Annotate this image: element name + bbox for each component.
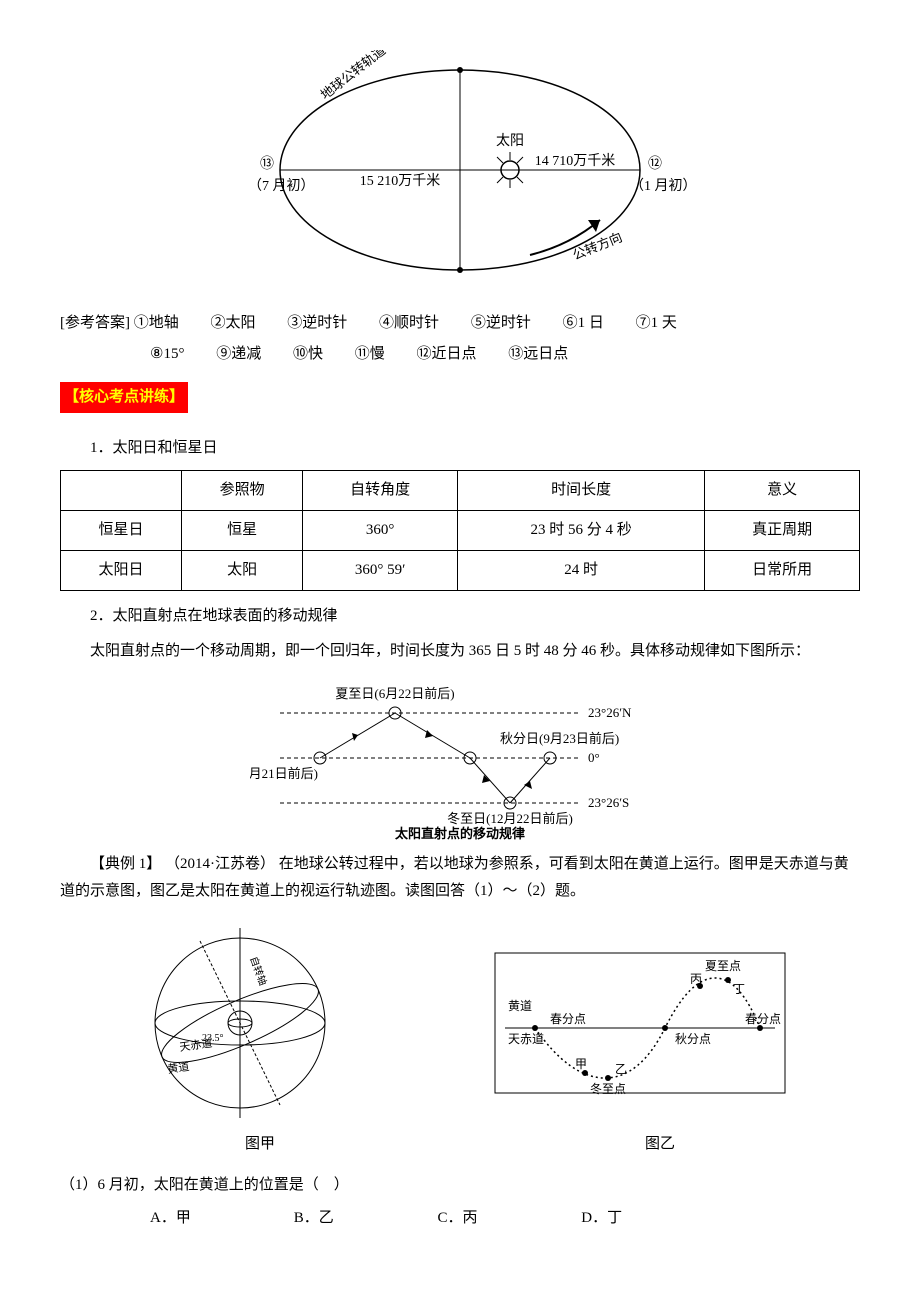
left-date: （7 月初） (248, 177, 315, 194)
sun-label: 太阳 (496, 133, 524, 149)
answers-label: [参考答案] (60, 310, 130, 337)
point1-title: 1．太阳日和恒星日 (90, 435, 860, 462)
figure-jia: 天赤道 黄道 自转轴 23.5° (130, 923, 350, 1123)
cell: 太阳 (182, 551, 303, 591)
opt-c: C．丙 (438, 1205, 578, 1232)
svg-text:冬至日(12月22日前后): 冬至日(12月22日前后) (447, 811, 573, 826)
th-0 (61, 471, 182, 511)
cell: 24 时 (457, 551, 704, 591)
th-1: 参照物 (182, 471, 303, 511)
ans-6: ⑥1 日 (563, 310, 604, 337)
svg-text:天赤道: 天赤道 (508, 1032, 544, 1046)
svg-text:甲: 甲 (575, 1057, 587, 1071)
cell: 真正周期 (705, 511, 860, 551)
svg-text:丙: 丙 (690, 972, 702, 986)
right-marker: ⑫ (648, 156, 662, 172)
ans-12: ⑫近日点 (417, 341, 477, 368)
orbit-label: 地球公转轨道 (318, 50, 389, 102)
example-para: 【典例 1】 （2014·江苏卷） 在地球公转过程中，若以地球为参照系，可看到太… (60, 851, 860, 905)
cell: 日常所用 (705, 551, 860, 591)
svg-text:丁: 丁 (733, 982, 745, 996)
example-source: （2014·江苏卷） (165, 856, 275, 872)
svg-text:黄道: 黄道 (508, 999, 532, 1013)
ans-11: ⑪慢 (355, 341, 385, 368)
cell: 360° (303, 511, 458, 551)
cell: 360° 59′ (303, 551, 458, 591)
svg-text:太阳直射点的移动规律: 太阳直射点的移动规律 (394, 826, 525, 841)
table-row: 太阳日 太阳 360° 59′ 24 时 日常所用 (61, 551, 860, 591)
svg-text:自转轴: 自转轴 (247, 955, 269, 988)
solar-direct-point-diagram: 夏至日(6月22日前后) 秋分日(9月23日前后) 春分日(3月21日前后) 冬… (250, 673, 670, 843)
left-distance: 15 210万千米 (360, 173, 441, 189)
svg-text:秋分点: 秋分点 (675, 1032, 711, 1046)
ans-5: ⑤逆时针 (471, 310, 531, 337)
svg-text:23°26′N: 23°26′N (588, 705, 632, 720)
svg-text:夏至日(6月22日前后): 夏至日(6月22日前后) (335, 686, 454, 701)
svg-text:春分日(3月21日前后): 春分日(3月21日前后) (250, 766, 318, 781)
ans-8: ⑧15° (150, 341, 184, 368)
earth-orbit-diagram: 太阳 15 210万千米 14 710万千米 地球公转轨道 ⑬ （7 月初） ⑫… (230, 50, 690, 290)
cell: 恒星 (182, 511, 303, 551)
opt-a: A．甲 (150, 1205, 290, 1232)
th-3: 时间长度 (457, 471, 704, 511)
opt-b: B．乙 (294, 1205, 434, 1232)
cell: 太阳日 (61, 551, 182, 591)
opt-d: D．丁 (581, 1205, 721, 1232)
point2-title: 2．太阳直射点在地球表面的移动规律 (90, 603, 860, 630)
ans-2: ②太阳 (211, 310, 256, 337)
fig-yi-caption: 图乙 (645, 1131, 675, 1158)
ans-4: ④顺时针 (379, 310, 439, 337)
solar-sidereal-table: 参照物 自转角度 时间长度 意义 恒星日 恒星 360° 23 时 56 分 4… (60, 470, 860, 591)
right-distance: 14 710万千米 (535, 153, 616, 169)
left-marker: ⑬ (260, 156, 274, 172)
svg-text:春分点: 春分点 (550, 1012, 586, 1026)
cell: 23 时 56 分 4 秒 (457, 511, 704, 551)
svg-text:23°26′S: 23°26′S (588, 795, 629, 810)
th-2: 自转角度 (303, 471, 458, 511)
svg-text:春分点: 春分点 (745, 1012, 781, 1026)
ans-9: ⑨递减 (216, 341, 261, 368)
table-header-row: 参照物 自转角度 时间长度 意义 (61, 471, 860, 511)
cell: 恒星日 (61, 511, 182, 551)
point2-para: 太阳直射点的一个移动周期，即一个回归年，时间长度为 365 日 5 时 48 分… (60, 638, 860, 665)
svg-text:秋分日(9月23日前后): 秋分日(9月23日前后) (500, 731, 619, 746)
figure-yi: 黄道 天赤道 春分点 秋分点 夏至点 冬至点 春分点 甲 乙 丙 丁 (490, 948, 790, 1098)
svg-text:23.5°: 23.5° (202, 1033, 224, 1044)
question-1-stem: （1）6 月初，太阳在黄道上的位置是（ ） (60, 1172, 860, 1199)
answers-row-2: ⑧15° ⑨递减 ⑩快 ⑪慢 ⑫近日点 ⑬远日点 (150, 341, 860, 368)
section-header: 【核心考点讲练】 (60, 382, 188, 413)
example-label: 【典例 1】 (90, 856, 161, 872)
right-date: （1 月初） (630, 177, 690, 194)
ans-1: ①地轴 (134, 310, 179, 337)
ans-10: ⑩快 (293, 341, 323, 368)
ans-13: ⑬远日点 (508, 341, 568, 368)
th-4: 意义 (705, 471, 860, 511)
svg-text:乙: 乙 (615, 1062, 627, 1076)
svg-text:夏至点: 夏至点 (705, 959, 741, 973)
table-row: 恒星日 恒星 360° 23 时 56 分 4 秒 真正周期 (61, 511, 860, 551)
svg-text:冬至点: 冬至点 (590, 1081, 626, 1096)
answers-row-1: [参考答案] ①地轴 ②太阳 ③逆时针 ④顺时针 ⑤逆时针 ⑥1 日 ⑦1 天 (60, 310, 860, 337)
ans-3: ③逆时针 (287, 310, 347, 337)
svg-text:0°: 0° (588, 750, 600, 765)
question-1-options: A．甲 B．乙 C．丙 D．丁 (150, 1205, 860, 1232)
fig-jia-caption: 图甲 (245, 1131, 275, 1158)
ans-7: ⑦1 天 (636, 310, 677, 337)
